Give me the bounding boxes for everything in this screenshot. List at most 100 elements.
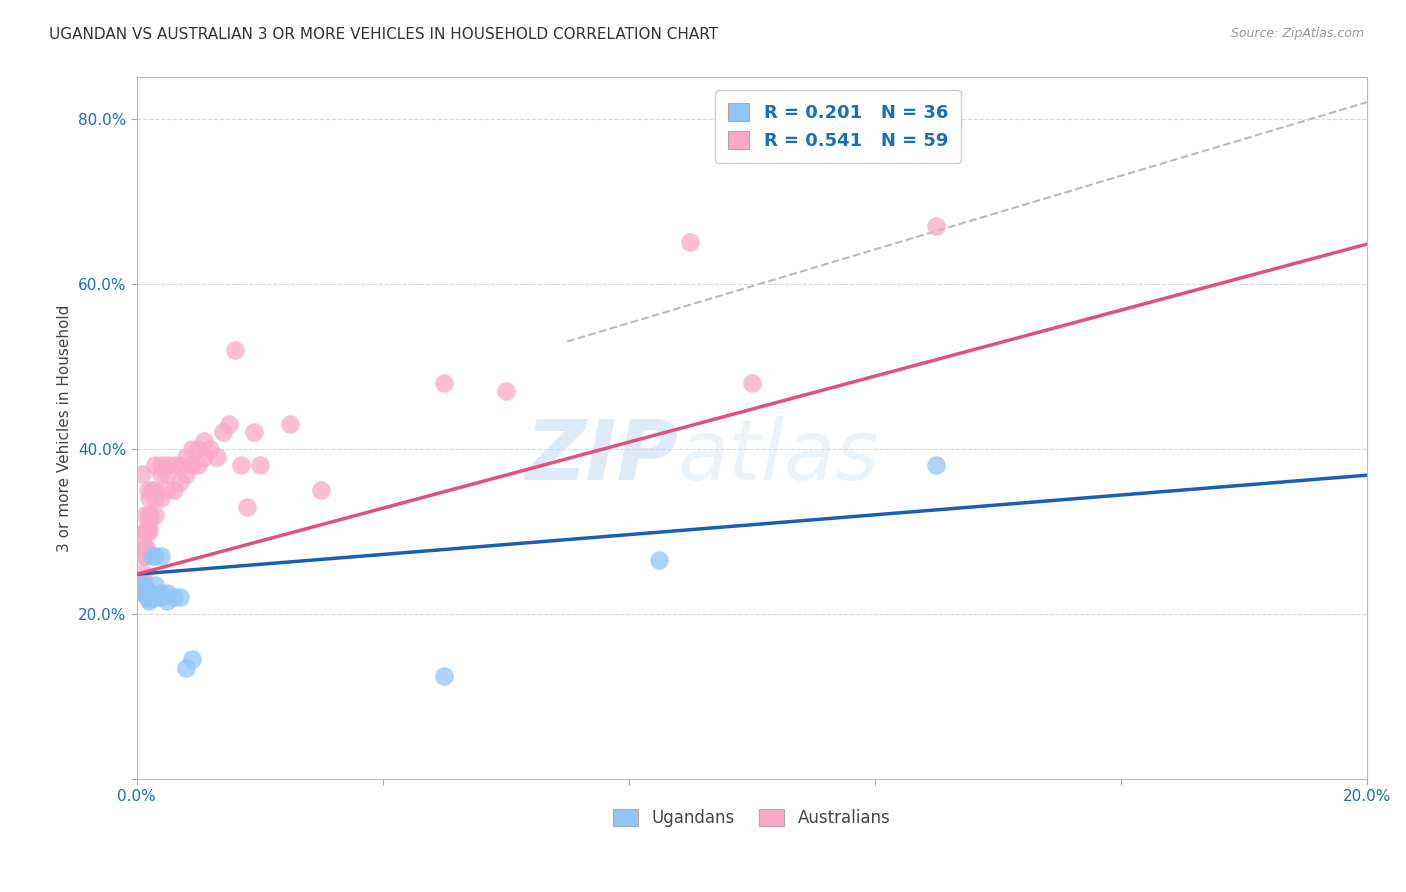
Point (132, 586, 155, 600)
Point (136, 591, 159, 605)
Point (135, 549, 157, 563)
Point (249, 458, 271, 473)
Point (132, 541, 155, 555)
Point (143, 483, 166, 497)
Point (143, 508, 166, 522)
Point (132, 566, 155, 580)
Point (187, 442, 209, 456)
Point (138, 591, 160, 605)
Point (925, 219, 948, 233)
Point (138, 508, 160, 522)
Point (138, 491, 160, 506)
Point (138, 516, 160, 530)
Point (143, 458, 166, 473)
Text: atlas: atlas (678, 416, 880, 497)
Point (174, 450, 197, 464)
Point (162, 458, 184, 473)
Point (132, 549, 155, 563)
Point (134, 583, 156, 598)
Point (169, 591, 191, 605)
Point (187, 458, 209, 473)
Point (136, 524, 159, 539)
Point (135, 582, 157, 596)
Point (134, 586, 156, 600)
Point (205, 450, 228, 464)
Point (136, 483, 159, 497)
Point (136, 591, 159, 605)
Point (141, 549, 163, 563)
Point (138, 524, 160, 539)
Point (242, 425, 264, 440)
Point (156, 594, 179, 608)
Point (150, 467, 173, 481)
Point (309, 483, 332, 497)
Point (280, 417, 302, 431)
Point (132, 583, 155, 598)
Point (150, 549, 173, 563)
Point (132, 581, 155, 595)
Point (134, 508, 156, 522)
Point (174, 467, 197, 481)
Point (433, 376, 456, 390)
Point (193, 434, 215, 448)
Point (139, 591, 162, 605)
Point (150, 586, 173, 600)
Point (131, 578, 153, 592)
Point (181, 652, 204, 666)
Text: ZIP: ZIP (526, 416, 678, 497)
Point (143, 549, 166, 563)
Point (224, 343, 246, 357)
Point (143, 491, 166, 506)
Point (156, 483, 179, 497)
Point (131, 578, 153, 592)
Point (132, 574, 155, 588)
Point (135, 541, 157, 555)
Point (132, 586, 155, 600)
Point (135, 524, 157, 539)
Point (162, 483, 184, 497)
Point (132, 586, 155, 600)
Point (679, 235, 702, 250)
Point (741, 376, 763, 390)
Point (211, 425, 233, 440)
Point (181, 458, 204, 473)
Text: UGANDAN VS AUSTRALIAN 3 OR MORE VEHICLES IN HOUSEHOLD CORRELATION CHART: UGANDAN VS AUSTRALIAN 3 OR MORE VEHICLES… (49, 27, 718, 42)
Point (138, 594, 160, 608)
Point (138, 591, 160, 605)
Point (135, 586, 157, 600)
Point (169, 475, 191, 489)
Legend: Ugandans, Australians: Ugandans, Australians (606, 802, 897, 834)
Point (231, 458, 253, 473)
Point (150, 491, 173, 506)
Point (193, 450, 215, 464)
Point (150, 458, 173, 473)
Point (218, 417, 240, 431)
Point (433, 669, 456, 683)
Point (141, 483, 163, 497)
Point (132, 533, 155, 547)
Point (169, 458, 191, 473)
Point (156, 458, 179, 473)
Point (200, 442, 222, 456)
Point (174, 660, 197, 674)
Point (143, 591, 166, 605)
Point (925, 458, 948, 473)
Point (139, 586, 162, 600)
Point (131, 574, 153, 588)
Text: Source: ZipAtlas.com: Source: ZipAtlas.com (1230, 27, 1364, 40)
Point (138, 592, 160, 607)
Point (131, 467, 153, 481)
Point (236, 500, 259, 514)
Point (135, 583, 157, 598)
Point (129, 574, 152, 588)
Point (143, 578, 166, 592)
Point (495, 384, 517, 398)
Point (162, 591, 184, 605)
Y-axis label: 3 or more Vehicles in Household: 3 or more Vehicles in Household (58, 304, 72, 552)
Point (648, 553, 671, 567)
Point (181, 442, 204, 456)
Point (134, 524, 156, 539)
Point (156, 586, 179, 600)
Point (156, 467, 179, 481)
Point (139, 508, 162, 522)
